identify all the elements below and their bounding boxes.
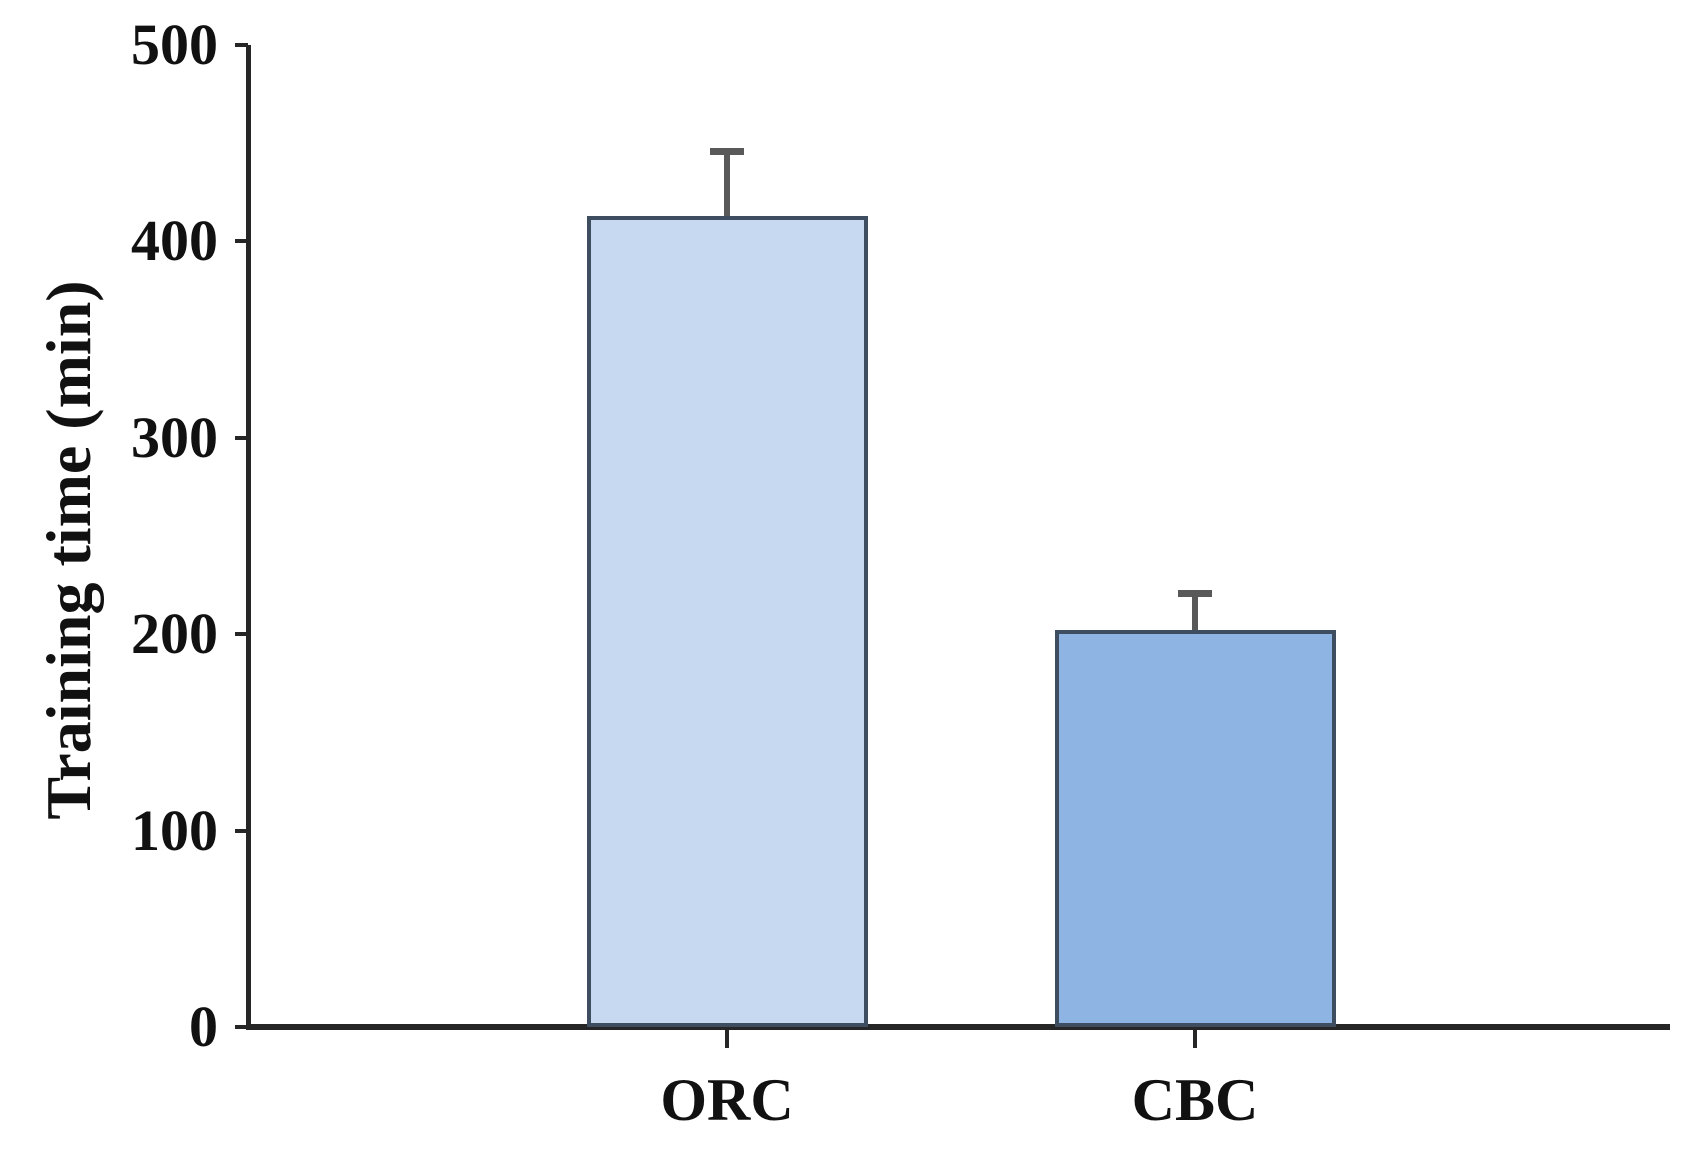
y-tick-mark-300 — [235, 435, 248, 440]
y-tick-label-200: 200 — [131, 601, 218, 667]
error-bar-stem-cbc — [1192, 594, 1198, 631]
error-bar-stem-orc — [724, 153, 730, 216]
y-tick-label-100: 100 — [131, 797, 218, 863]
x-axis-line — [246, 1024, 1670, 1030]
error-bar-cap-cbc — [1178, 589, 1212, 597]
y-tick-mark-400 — [235, 239, 248, 244]
y-tick-label-400: 400 — [131, 208, 218, 274]
x-tick-mark-cbc — [1193, 1030, 1197, 1048]
y-tick-mark-500 — [235, 43, 248, 47]
error-bar-cap-orc — [710, 148, 744, 156]
y-axis-line — [246, 45, 251, 1030]
x-category-label-cbc: CBC — [1131, 1067, 1259, 1133]
y-tick-label-500: 500 — [131, 12, 218, 77]
y-tick-label-300: 300 — [131, 404, 218, 470]
x-tick-mark-orc — [725, 1030, 729, 1048]
bar-cbc — [1054, 630, 1336, 1027]
y-tick-mark-100 — [235, 828, 248, 833]
y-tick-mark-200 — [235, 632, 248, 637]
x-category-label-orc: ORC — [660, 1067, 794, 1133]
bar-orc — [586, 215, 868, 1027]
y-tick-mark-0 — [235, 1025, 248, 1029]
y-tick-label-0: 0 — [189, 994, 218, 1059]
